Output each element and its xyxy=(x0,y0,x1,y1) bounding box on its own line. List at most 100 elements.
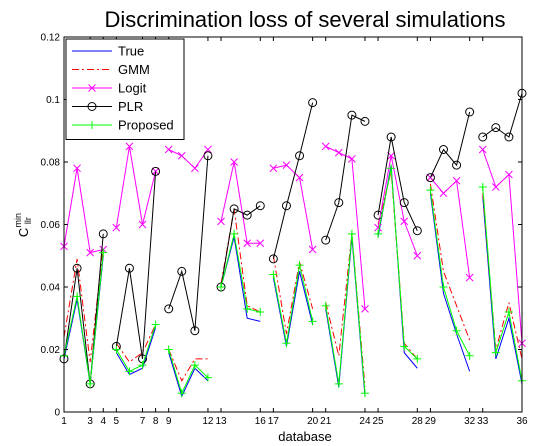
data-point-proposed-x20 xyxy=(308,317,317,326)
data-point-proposed-x12 xyxy=(203,373,212,382)
legend-entry-plr: PLR xyxy=(72,99,143,114)
data-point-proposed-x22 xyxy=(334,379,343,388)
data-point-proposed-x34 xyxy=(491,348,500,357)
data-point-proposed-x2 xyxy=(73,292,82,301)
series-line-gmm-segment-6 xyxy=(325,233,366,388)
data-point-plr-x26 xyxy=(386,132,396,142)
legend-entry-logit: Logit xyxy=(72,81,147,96)
y-tick-label: 0.02 xyxy=(41,345,61,356)
data-point-logit-x32 xyxy=(465,273,474,282)
data-point-plr-x8 xyxy=(151,166,161,176)
x-tick-label: 13 xyxy=(215,416,227,427)
legend-box xyxy=(65,38,185,140)
series-line-proposed-segment-9 xyxy=(482,186,523,381)
data-point-logit-x7 xyxy=(138,220,147,229)
data-point-plr-x9 xyxy=(164,304,174,314)
data-point-plr-x34 xyxy=(491,123,501,133)
series-line-true-segment-9 xyxy=(482,196,523,384)
data-point-proposed-x32 xyxy=(465,351,474,360)
data-point-proposed-x17 xyxy=(269,270,278,279)
x-tick-label: 32 xyxy=(464,416,476,427)
legend-marker-plr xyxy=(87,102,97,111)
data-point-proposed-x29 xyxy=(426,186,435,195)
data-point-logit-x11 xyxy=(191,164,199,173)
data-point-plr-x24 xyxy=(360,116,370,126)
y-axis-label-sub: llr xyxy=(23,217,33,224)
data-point-plr-x10 xyxy=(177,266,187,276)
data-point-logit-x14 xyxy=(230,158,238,166)
x-axis-label: database xyxy=(278,429,332,444)
data-point-proposed-x28 xyxy=(413,354,422,363)
series-line-gmm-segment-5 xyxy=(272,255,314,334)
series-line-gmm-segment-4 xyxy=(220,208,261,313)
data-point-plr-x33 xyxy=(478,132,488,142)
data-point-plr-x2 xyxy=(72,263,82,273)
legend-entry-gmm: GMM xyxy=(72,62,150,77)
series-line-true-segment-8 xyxy=(429,193,471,372)
data-point-logit-x10 xyxy=(177,151,186,160)
data-point-logit-x3 xyxy=(86,248,95,257)
x-tick-label: 8 xyxy=(153,416,159,427)
series-line-gmm-segment-9 xyxy=(482,193,523,359)
data-point-plr-x23 xyxy=(347,110,357,120)
series-line-logit-segment-2 xyxy=(115,146,157,228)
data-point-plr-x15 xyxy=(242,210,252,220)
series-line-logit-segment-9 xyxy=(482,149,523,344)
data-point-logit-x9 xyxy=(164,145,173,154)
y-tick-label: 0 xyxy=(54,408,60,419)
data-point-proposed-x23 xyxy=(347,229,356,238)
series-line-plr-segment-2 xyxy=(115,171,157,359)
data-point-proposed-x25 xyxy=(374,229,383,238)
data-point-plr-x6 xyxy=(124,263,134,273)
data-point-plr-x16 xyxy=(255,201,265,211)
data-point-plr-x18 xyxy=(281,201,291,211)
series-line-plr-segment-7 xyxy=(377,136,418,231)
data-point-proposed-x30 xyxy=(439,283,448,291)
data-point-proposed-x11 xyxy=(190,361,199,370)
series-plr xyxy=(59,88,527,389)
data-point-logit-x27 xyxy=(400,217,409,226)
data-point-logit-x18 xyxy=(282,161,291,169)
data-point-plr-x29 xyxy=(425,173,435,183)
data-point-proposed-x13 xyxy=(217,283,226,291)
series-line-plr-segment-1 xyxy=(63,233,104,384)
legend-label-logit: Logit xyxy=(118,81,147,96)
data-point-logit-x34 xyxy=(491,183,500,191)
y-axis-label-sup: min xyxy=(13,213,23,228)
legend-marker-proposed xyxy=(88,121,96,129)
legend-marker-logit xyxy=(88,84,96,92)
x-tick-label: 36 xyxy=(516,416,528,427)
series-line-plr-segment-3 xyxy=(168,155,209,331)
series-proposed xyxy=(60,164,526,398)
data-point-plr-x21 xyxy=(321,235,331,245)
series-line-true-segment-3 xyxy=(168,352,209,398)
data-point-logit-x24 xyxy=(361,305,369,313)
x-tick-label: 16 xyxy=(255,416,267,427)
data-point-proposed-x9 xyxy=(164,345,173,354)
series-true xyxy=(63,165,523,398)
x-tick-label: 24 xyxy=(359,416,371,427)
series-line-plr-segment-6 xyxy=(325,114,366,241)
y-tick-label: 0.06 xyxy=(41,220,61,231)
data-point-logit-x21 xyxy=(321,142,330,151)
data-point-logit-x5 xyxy=(112,223,121,232)
data-point-logit-x15 xyxy=(243,239,252,248)
data-point-proposed-x8 xyxy=(151,320,160,329)
series-line-plr-segment-4 xyxy=(220,205,261,288)
series-line-logit-segment-7 xyxy=(377,155,418,256)
data-point-proposed-x5 xyxy=(112,345,121,354)
x-tick-label: 7 xyxy=(140,416,146,427)
data-point-plr-x30 xyxy=(438,145,448,154)
series-line-logit-segment-4 xyxy=(220,161,261,244)
data-point-plr-x27 xyxy=(399,198,409,208)
x-tick-label: 17 xyxy=(268,416,280,427)
series-line-gmm-segment-2 xyxy=(115,324,157,363)
series-line-logit-segment-1 xyxy=(63,168,104,254)
series-line-gmm-segment-3 xyxy=(168,349,208,382)
y-tick-label: 0.08 xyxy=(41,158,61,169)
chart-title: Discrimination loss of several simulatio… xyxy=(104,7,505,32)
data-point-proposed-x3 xyxy=(86,379,95,388)
data-point-plr-x14 xyxy=(229,204,239,214)
data-point-plr-x35 xyxy=(504,132,514,142)
data-point-plr-x17 xyxy=(268,254,278,264)
